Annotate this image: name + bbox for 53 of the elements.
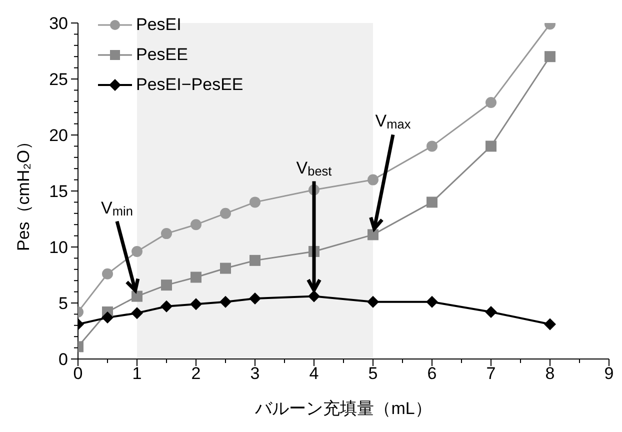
- x-tick-label: 3: [250, 364, 260, 383]
- point: [249, 292, 261, 305]
- point: [132, 290, 142, 302]
- point: [486, 140, 496, 152]
- annotation: V$_{best}$: [296, 158, 332, 178]
- point: [426, 140, 438, 152]
- y-tick-label: 30: [49, 14, 68, 33]
- point: [161, 280, 172, 291]
- annotation: V$_{min}$: [101, 198, 133, 218]
- point: [190, 298, 202, 310]
- point: [308, 290, 320, 302]
- point: [250, 254, 260, 266]
- point: [160, 300, 172, 312]
- x-tick-label: 5: [368, 364, 378, 383]
- point: [544, 51, 556, 62]
- point: [426, 296, 438, 308]
- point: [485, 306, 497, 318]
- point: [102, 312, 114, 324]
- point: [220, 208, 231, 219]
- x-tick-label: 6: [427, 364, 437, 383]
- point: [102, 268, 113, 280]
- point: [250, 196, 260, 208]
- x-tick-label: 0: [73, 364, 83, 383]
- x-tick-label: 8: [545, 364, 555, 383]
- y-tick-label: 10: [49, 238, 68, 257]
- x-tick-label: 4: [309, 364, 319, 383]
- legend-label: PesEI−PesEE: [136, 75, 244, 95]
- y-tick-label: 25: [49, 70, 68, 89]
- point: [426, 196, 438, 208]
- point: [544, 318, 556, 330]
- y-tick-label: 5: [58, 294, 68, 313]
- y-tick-label: 15: [49, 182, 68, 201]
- y-axis-title: Pes（cmH₂O）: [14, 132, 34, 251]
- point: [161, 228, 172, 240]
- x-tick-label: 9: [604, 364, 614, 383]
- point: [367, 296, 379, 308]
- x-axis-title: バルーン充填量（mL）: [254, 399, 432, 418]
- point: [131, 307, 143, 320]
- legend-label: PesEE: [136, 45, 188, 65]
- y-tick-label: 20: [49, 126, 68, 145]
- x-tick-label: 1: [132, 364, 142, 383]
- point: [220, 296, 232, 308]
- point: [368, 174, 378, 186]
- point: [368, 229, 378, 240]
- x-tick-label: 7: [486, 364, 496, 383]
- point: [190, 272, 202, 283]
- point: [190, 219, 202, 230]
- point: [220, 262, 231, 274]
- point: [486, 97, 496, 108]
- x-tick-label: 2: [191, 364, 201, 383]
- annotation: V$_{max}$: [375, 112, 412, 132]
- y-tick-label: 0: [58, 350, 68, 369]
- legend-label: PesEI: [136, 15, 182, 35]
